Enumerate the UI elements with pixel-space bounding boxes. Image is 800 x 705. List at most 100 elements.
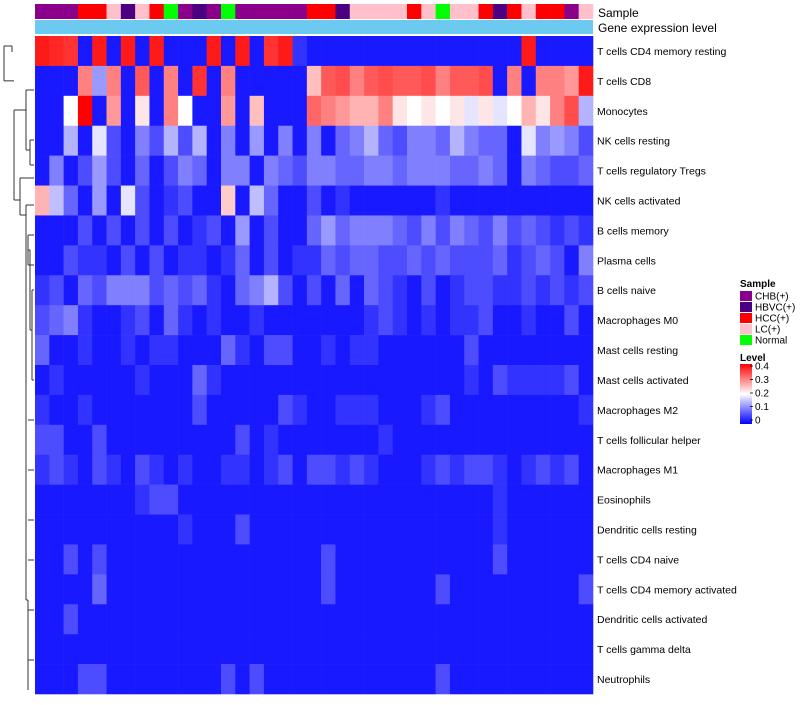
- heatmap-cell: [550, 335, 565, 366]
- heatmap-cell: [49, 514, 64, 545]
- heatmap-cell: [492, 574, 508, 605]
- heatmap-cell: [449, 155, 465, 186]
- heatmap-cell: [507, 36, 522, 67]
- row-label: Mast cells resting: [597, 345, 678, 357]
- heatmap-cell: [321, 65, 336, 97]
- heatmap-cell: [535, 514, 551, 545]
- heatmap-cell: [206, 95, 222, 127]
- heatmap-cell: [163, 394, 179, 426]
- legend-level-title: Level: [740, 353, 766, 364]
- heatmap-cell: [349, 275, 365, 306]
- heatmap-cell: [192, 155, 207, 186]
- heatmap-cell: [492, 514, 508, 545]
- heatmap-cell: [492, 125, 508, 156]
- heatmap-cell: [221, 484, 236, 515]
- heatmap-cell: [63, 365, 79, 396]
- heatmap-cell: [249, 634, 265, 665]
- heatmap-cell: [192, 484, 207, 515]
- heatmap-cell: [392, 275, 408, 306]
- heatmap-cell: [206, 185, 222, 216]
- row-label: T cells CD8: [597, 76, 651, 88]
- heatmap-cell: [292, 394, 308, 426]
- heatmap-cell: [421, 185, 436, 216]
- heatmap-cell: [235, 634, 250, 665]
- heatmap-cell: [550, 604, 565, 635]
- heatmap-cell: [478, 514, 494, 545]
- heatmap-cell: [292, 95, 308, 127]
- heatmap-cell: [49, 335, 64, 366]
- heatmap-cell: [235, 95, 250, 127]
- heatmap-cell: [106, 574, 122, 605]
- heatmap-cell: [435, 664, 451, 695]
- heatmap-cell: [278, 484, 293, 515]
- heatmap-cell: [235, 305, 250, 336]
- heatmap-cell: [521, 335, 537, 366]
- heatmap-cell: [163, 305, 179, 336]
- heatmap-cell: [192, 365, 207, 396]
- heatmap-cell: [435, 275, 451, 306]
- heatmap-cell: [206, 36, 222, 67]
- sample-annotation-cell: [135, 4, 150, 19]
- sample-annotation-cell: [421, 4, 436, 19]
- heatmap-cell: [478, 36, 494, 67]
- heatmap-cell: [349, 454, 365, 485]
- heatmap-cell: [392, 155, 408, 186]
- heatmap-cell: [478, 65, 494, 97]
- heatmap-cell: [206, 365, 222, 396]
- heatmap-cell: [106, 544, 122, 575]
- heatmap-cell: [521, 215, 537, 246]
- heatmap-cell: [221, 245, 236, 276]
- heatmap-cell: [263, 65, 279, 97]
- heatmap-cell: [149, 424, 165, 456]
- heatmap-cell: [292, 514, 308, 545]
- heatmap-cell: [564, 394, 579, 426]
- heatmap-cell: [206, 574, 222, 605]
- heatmap-cell: [449, 365, 465, 396]
- heatmap-cell: [378, 574, 393, 605]
- heatmap-cell: [364, 335, 379, 366]
- heatmap-cell: [435, 424, 451, 456]
- row-label: Dendritic cells activated: [597, 614, 707, 626]
- heatmap-cell: [221, 454, 236, 485]
- heatmap-cell: [178, 634, 193, 665]
- heatmap-cell: [235, 604, 250, 635]
- heatmap-cell: [163, 484, 179, 515]
- heatmap-cell: [221, 365, 236, 396]
- heatmap-cell: [521, 305, 537, 336]
- heatmap-cell: [163, 574, 179, 605]
- heatmap-cell: [564, 634, 579, 665]
- heatmap-cell: [120, 215, 136, 246]
- heatmap-cell: [235, 185, 250, 216]
- heatmap-cell: [349, 634, 365, 665]
- legend-entry-label: Normal: [755, 336, 787, 347]
- heatmap-cell: [77, 574, 93, 605]
- row-label: T cells gamma delta: [597, 644, 691, 656]
- heatmap-cell: [92, 365, 107, 396]
- heatmap-cell: [221, 95, 236, 127]
- heatmap-cell: [49, 544, 64, 575]
- heatmap-cell: [278, 604, 293, 635]
- heatmap-cell: [306, 125, 322, 156]
- heatmap-cell: [464, 335, 479, 366]
- heatmap-cell: [349, 305, 365, 336]
- row-label: Neutrophils: [597, 674, 650, 686]
- heatmap-cell: [492, 484, 508, 515]
- heatmap-cell: [335, 365, 351, 396]
- heatmap-cell: [378, 275, 393, 306]
- heatmap-cell: [249, 365, 265, 396]
- heatmap-cell: [278, 514, 293, 545]
- heatmap-cell: [249, 36, 265, 67]
- heatmap-cell: [535, 634, 551, 665]
- heatmap-cell: [478, 245, 494, 276]
- heatmap-cell: [306, 394, 322, 426]
- heatmap-cell: [221, 305, 236, 336]
- heatmap-cell: [421, 664, 436, 695]
- heatmap-cell: [492, 65, 508, 97]
- heatmap-cell: [421, 514, 436, 545]
- heatmap-cell: [535, 275, 551, 306]
- heatmap-cell: [120, 574, 136, 605]
- heatmap-cell: [449, 514, 465, 545]
- heatmap-cell: [435, 155, 451, 186]
- heatmap-cell: [321, 275, 336, 306]
- heatmap-cell: [435, 634, 451, 665]
